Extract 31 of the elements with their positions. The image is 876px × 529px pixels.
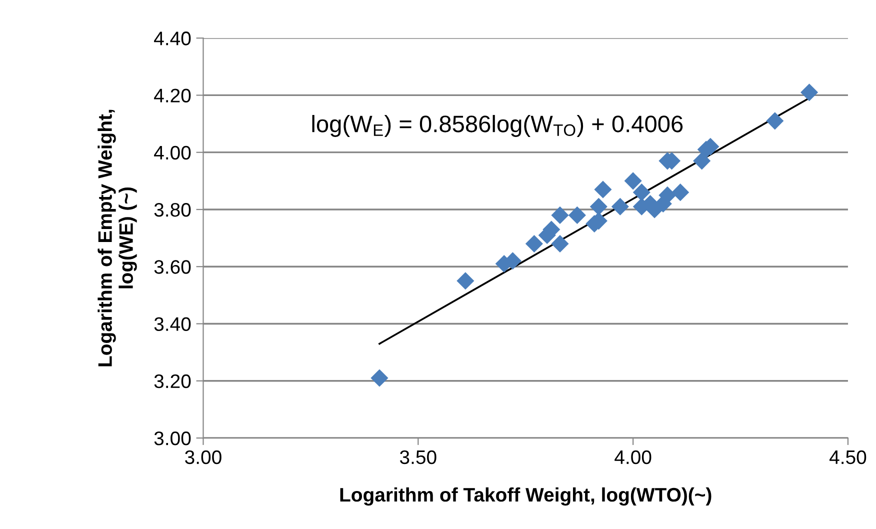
- x-axis-title: Logarithm of Takoff Weight, log(WTO)(~): [340, 487, 712, 506]
- y-tick-label: 3.80: [154, 202, 191, 217]
- y-tick-label: 3.40: [154, 317, 191, 331]
- y-axis-title: Logarithm of Empty Weight, log(WE) (~): [98, 110, 137, 366]
- x-tick-label: 3.00: [185, 450, 222, 464]
- point: [525, 234, 543, 253]
- point: [551, 234, 569, 253]
- point: [611, 198, 629, 216]
- point: [800, 84, 818, 102]
- point: [624, 172, 642, 190]
- y-tick-label: 3.60: [154, 260, 191, 274]
- y-tick-label: 4.20: [154, 88, 191, 102]
- x-tick-label: 4.00: [614, 450, 652, 464]
- point: [551, 206, 569, 224]
- point: [594, 180, 612, 198]
- x-tick-label: 4.50: [829, 450, 866, 464]
- y-tick-label: 3.20: [154, 374, 191, 388]
- point: [632, 184, 650, 202]
- point: [693, 152, 711, 170]
- y-tick-label: 4.00: [154, 146, 191, 160]
- point: [766, 112, 784, 130]
- point: [456, 272, 474, 290]
- x-tick-label: 3.50: [400, 450, 436, 464]
- point: [590, 198, 608, 216]
- y-tick-label: 3.00: [154, 431, 191, 446]
- annotation: log(W$_{E}$) = 0.8586log(W$_{TO}$) + 0.4006: [312, 114, 683, 137]
- point: [568, 206, 586, 224]
- point: [672, 184, 690, 202]
- point: [658, 186, 676, 204]
- point: [370, 369, 388, 387]
- y-tick-label: 4.40: [154, 32, 191, 46]
